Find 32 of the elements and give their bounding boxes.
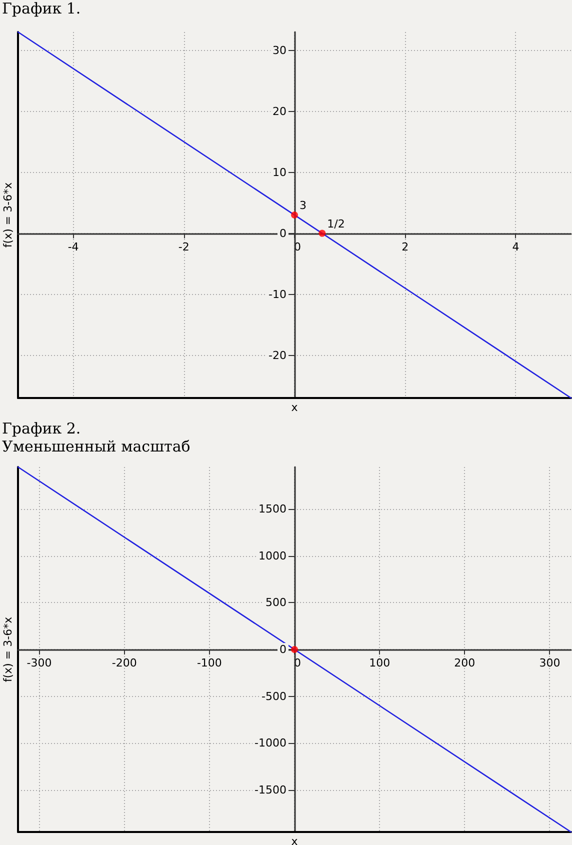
chart-subtitle: Уменьшенный масштаб: [2, 438, 190, 456]
y-tick-label: 30: [272, 44, 286, 57]
y-tick-label: -10: [268, 288, 286, 301]
x-tick-label: -100: [196, 656, 222, 670]
chart-title: График 1.: [2, 0, 81, 18]
y-tick-label: -1500: [254, 783, 286, 796]
x-tick-label: -4: [68, 240, 79, 254]
x-tick-label: -200: [112, 656, 137, 670]
y-tick-label: -500: [262, 690, 286, 703]
y-tick-label: -1000: [254, 736, 286, 750]
x-tick-label: 100: [369, 656, 390, 670]
x-tick-label: -300: [26, 656, 52, 670]
annotation: 3: [300, 199, 306, 212]
annotation: 1/2: [327, 217, 345, 230]
y-tick-label: 0: [280, 643, 286, 656]
y-tick-label: 20: [272, 104, 286, 118]
x-tick-label: 300: [539, 656, 560, 670]
y-tick-label: 500: [266, 596, 286, 610]
x-tick-label: 200: [454, 656, 476, 670]
y-tick-label: 1000: [258, 549, 286, 562]
y-tick-label: -20: [268, 348, 286, 362]
x-axis-title: x: [291, 401, 298, 414]
x-tick-label: -2: [178, 240, 190, 254]
y-axis-title: f(x) = 3-6*x: [2, 616, 14, 682]
y-axis-title: f(x) = 3-6*x: [2, 182, 14, 248]
x-tick-label: 4: [512, 240, 520, 254]
x-tick-label: 2: [402, 240, 409, 254]
y-tick-label: 1500: [258, 502, 286, 516]
y-tick-label: 10: [272, 166, 286, 179]
chart-title: График 2.: [2, 420, 81, 438]
x-axis-title: x: [291, 835, 298, 845]
y-tick-label: 0: [280, 226, 286, 240]
